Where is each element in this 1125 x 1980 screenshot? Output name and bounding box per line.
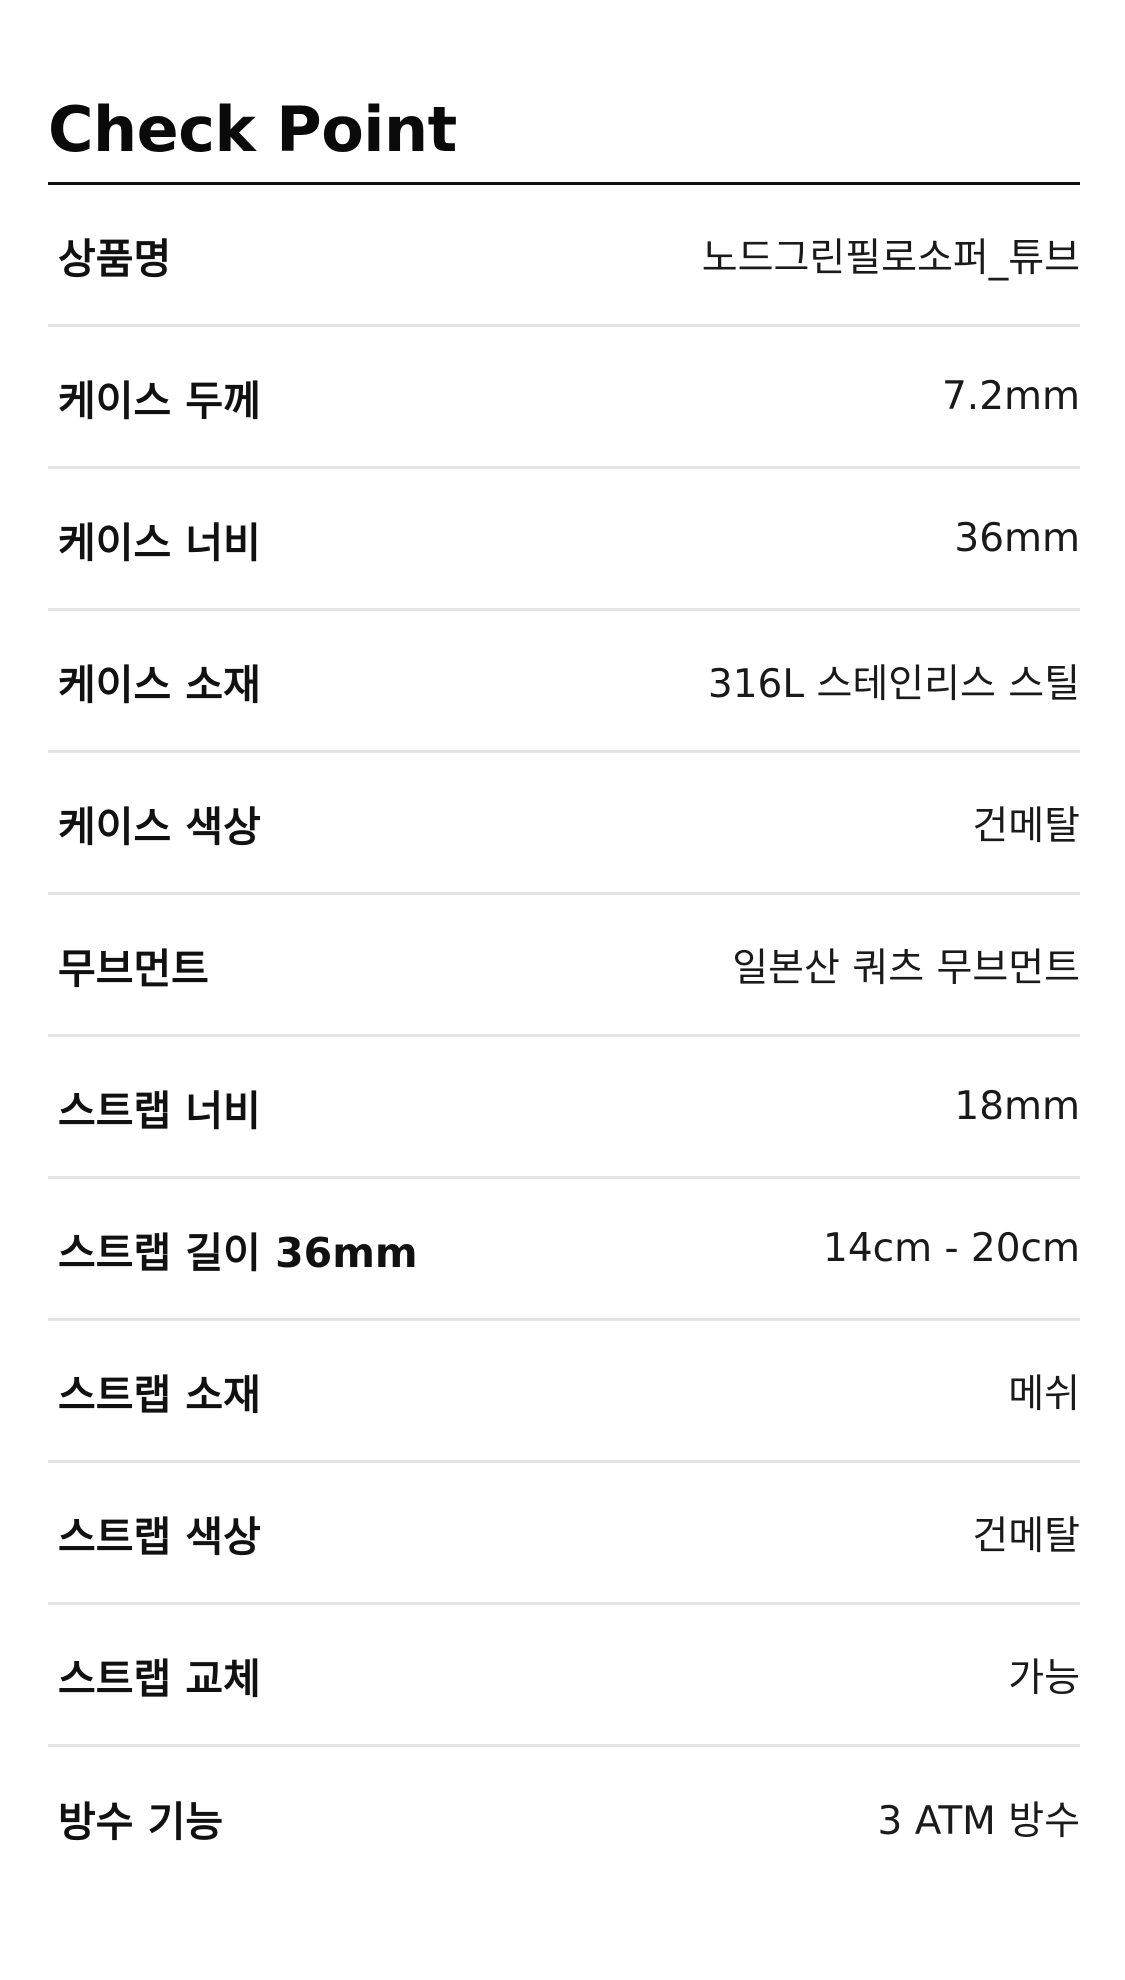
spec-row-water-resistance: 방수 기능 3 ATM 방수	[48, 1747, 1080, 1889]
spec-row-strap-width: 스트랩 너비 18mm	[48, 1037, 1080, 1179]
spec-value: 건메탈	[972, 1513, 1080, 1559]
spec-row-case-thickness: 케이스 두께 7.2mm	[48, 327, 1080, 469]
spec-value: 메쉬	[1008, 1371, 1080, 1417]
spec-value: 14cm - 20cm	[823, 1226, 1080, 1271]
spec-label: 케이스 소재	[58, 660, 261, 709]
spec-label: 방수 기능	[58, 1798, 224, 1846]
spec-row-strap-material: 스트랩 소재 메쉬	[48, 1321, 1080, 1463]
spec-value: 18mm	[954, 1084, 1080, 1129]
spec-label: 스트랩 소재	[58, 1370, 261, 1419]
title-divider	[48, 182, 1080, 185]
spec-row-case-material: 케이스 소재 316L 스테인리스 스틸	[48, 611, 1080, 753]
spec-value: 316L 스테인리스 스틸	[707, 661, 1080, 707]
spec-label: 스트랩 길이 36mm	[58, 1228, 418, 1277]
spec-row-case-color: 케이스 색상 건메탈	[48, 753, 1080, 895]
spec-row-strap-length: 스트랩 길이 36mm 14cm - 20cm	[48, 1179, 1080, 1321]
spec-row-case-width: 케이스 너비 36mm	[48, 469, 1080, 611]
spec-table: 상품명 노드그린필로소퍼_튜브 케이스 두께 7.2mm 케이스 너비 36mm…	[48, 185, 1080, 1889]
spec-label: 스트랩 교체	[58, 1654, 261, 1703]
spec-label: 스트랩 색상	[58, 1512, 261, 1561]
spec-label: 케이스 두께	[58, 376, 261, 425]
spec-label: 상품명	[58, 234, 172, 283]
spec-value: 7.2mm	[941, 374, 1080, 419]
spec-label: 무브먼트	[58, 944, 209, 993]
spec-value: 36mm	[954, 516, 1080, 561]
spec-value: 노드그린필로소퍼_튜브	[701, 235, 1080, 281]
spec-value: 가능	[1008, 1655, 1080, 1701]
spec-label: 케이스 너비	[58, 518, 261, 567]
spec-value: 3 ATM 방수	[877, 1799, 1081, 1844]
spec-row-product-name: 상품명 노드그린필로소퍼_튜브	[48, 185, 1080, 327]
spec-value: 건메탈	[972, 803, 1080, 849]
section-title: Check Point	[48, 93, 457, 166]
spec-label: 케이스 색상	[58, 802, 261, 851]
spec-label: 스트랩 너비	[58, 1086, 261, 1135]
spec-row-movement: 무브먼트 일본산 쿼츠 무브먼트	[48, 895, 1080, 1037]
spec-value: 일본산 쿼츠 무브먼트	[732, 945, 1080, 991]
spec-row-strap-color: 스트랩 색상 건메탈	[48, 1463, 1080, 1605]
spec-row-strap-replacement: 스트랩 교체 가능	[48, 1605, 1080, 1747]
